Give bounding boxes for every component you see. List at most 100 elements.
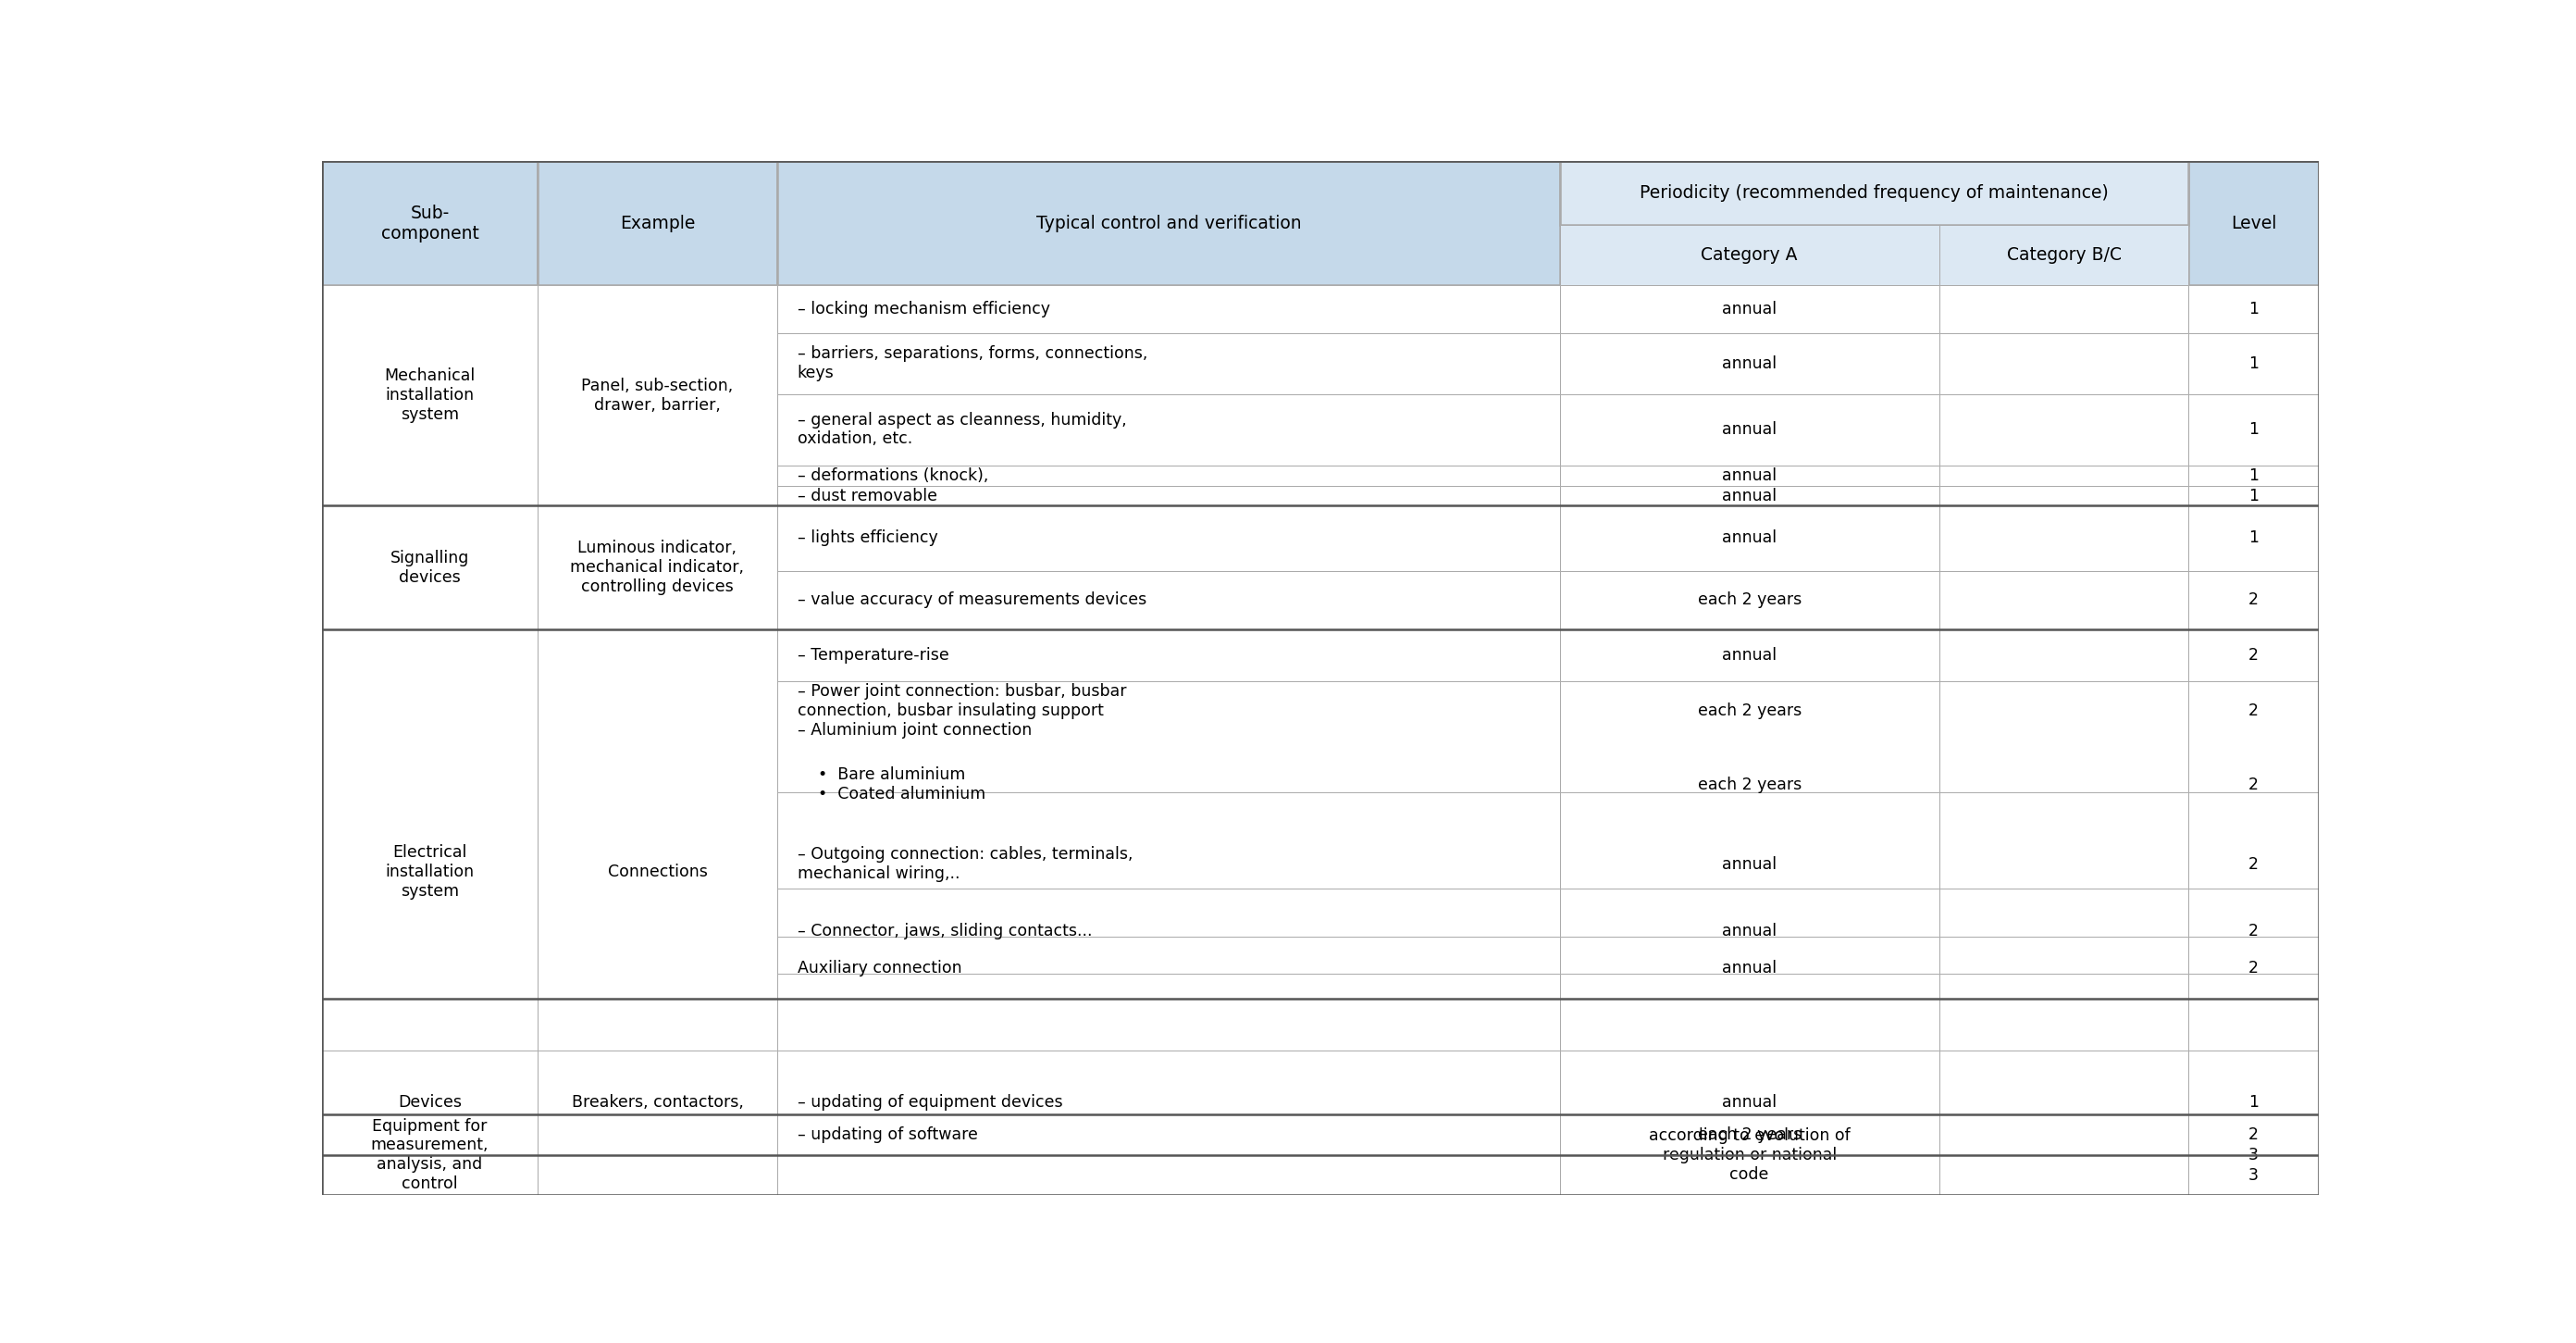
Text: 1: 1 — [2249, 422, 2259, 438]
Bar — [1940, 393, 2190, 465]
Bar — [2190, 974, 2318, 1050]
Text: 2: 2 — [2249, 776, 2259, 794]
Bar — [322, 1050, 538, 1155]
Bar — [322, 630, 538, 1115]
Bar — [1940, 937, 2190, 999]
Bar — [2190, 333, 2318, 393]
Text: annual: annual — [1723, 467, 1777, 483]
Text: each 2 years: each 2 years — [1698, 702, 1801, 719]
Bar — [1561, 393, 1940, 465]
Bar — [1561, 681, 1940, 888]
Text: Level: Level — [2231, 215, 2277, 232]
Text: – Power joint connection: busbar, busbar
connection, busbar insulating support
–: – Power joint connection: busbar, busbar… — [796, 684, 1126, 739]
Bar — [778, 630, 1561, 792]
Bar — [1561, 792, 1940, 937]
Text: Mechanical
installation
system: Mechanical installation system — [384, 368, 474, 423]
Bar — [778, 999, 1561, 1115]
Text: Signalling
devices: Signalling devices — [392, 549, 469, 586]
Text: 2: 2 — [2249, 702, 2259, 719]
Bar — [778, 1050, 1561, 1155]
Bar — [1561, 1050, 1940, 1155]
Bar — [538, 630, 778, 1115]
Bar — [2190, 393, 2318, 465]
Text: 1: 1 — [2249, 355, 2259, 372]
Text: Devices: Devices — [397, 1095, 461, 1111]
Bar — [778, 630, 1561, 681]
Text: 2: 2 — [2249, 1127, 2259, 1143]
Text: – Connector, jaws, sliding contacts...: – Connector, jaws, sliding contacts... — [796, 923, 1092, 939]
Text: annual: annual — [1723, 959, 1777, 976]
Bar — [778, 285, 1561, 333]
Bar — [2190, 630, 2318, 681]
Bar — [538, 161, 778, 285]
Text: 2: 2 — [2249, 959, 2259, 976]
Bar — [2190, 1155, 2318, 1195]
Bar — [2190, 630, 2318, 792]
Text: 3: 3 — [2249, 1147, 2259, 1163]
Bar — [1940, 1115, 2190, 1195]
Text: annual: annual — [1723, 301, 1777, 317]
Bar — [1940, 333, 2190, 393]
Text: annual: annual — [1723, 355, 1777, 372]
Text: 3: 3 — [2249, 1167, 2259, 1183]
Bar — [778, 1115, 1561, 1155]
Bar — [2190, 161, 2318, 285]
Bar — [1561, 505, 1940, 571]
Text: each 2 years: each 2 years — [1698, 1127, 1801, 1143]
Text: 2: 2 — [2249, 855, 2259, 873]
Text: annual: annual — [1723, 529, 1777, 547]
Text: Luminous indicator,
mechanical indicator,
controlling devices: Luminous indicator, mechanical indicator… — [569, 540, 744, 595]
Text: – dust removable: – dust removable — [796, 488, 938, 504]
Bar — [1940, 1155, 2190, 1195]
Text: – value accuracy of measurements devices: – value accuracy of measurements devices — [796, 592, 1146, 608]
Text: 2: 2 — [2249, 923, 2259, 939]
Text: Auxiliary connection: Auxiliary connection — [796, 959, 961, 976]
Bar — [1940, 465, 2190, 486]
Text: according to evolution of
regulation or national
code: according to evolution of regulation or … — [1649, 1127, 1850, 1183]
Text: annual: annual — [1723, 1095, 1777, 1111]
Text: – deformations (knock),: – deformations (knock), — [796, 467, 989, 483]
Bar — [778, 888, 1561, 974]
Bar — [2190, 571, 2318, 630]
Bar — [1561, 630, 1940, 792]
Bar — [1940, 285, 2190, 333]
Text: – updating of equipment devices: – updating of equipment devices — [796, 1095, 1061, 1111]
Bar — [538, 1050, 778, 1155]
Text: Breakers, contactors,: Breakers, contactors, — [572, 1095, 744, 1111]
Bar — [1561, 937, 1940, 999]
Text: Sub-
component: Sub- component — [381, 204, 479, 242]
Bar — [2190, 1115, 2318, 1195]
Bar — [538, 285, 778, 505]
Text: Category A: Category A — [1700, 247, 1798, 265]
Text: annual: annual — [1723, 488, 1777, 504]
Bar — [1561, 630, 1940, 681]
Bar — [1940, 1050, 2190, 1155]
Bar — [322, 1115, 538, 1195]
Text: – locking mechanism efficiency: – locking mechanism efficiency — [796, 301, 1051, 317]
Bar — [1561, 161, 2190, 226]
Bar — [778, 333, 1561, 393]
Bar — [1561, 571, 1940, 630]
Bar — [778, 792, 1561, 937]
Bar — [322, 285, 538, 505]
Bar — [778, 1155, 1561, 1195]
Bar — [1561, 486, 1940, 505]
Bar — [1561, 1115, 1940, 1155]
Bar — [2190, 465, 2318, 486]
Text: – Outgoing connection: cables, terminals,
mechanical wiring,..: – Outgoing connection: cables, terminals… — [796, 846, 1133, 882]
Bar — [1940, 792, 2190, 937]
Bar — [1940, 486, 2190, 505]
Bar — [778, 393, 1561, 465]
Bar — [1561, 888, 1940, 974]
Bar — [1940, 630, 2190, 681]
Text: 1: 1 — [2249, 488, 2259, 504]
Bar — [778, 1115, 1561, 1195]
Bar — [2190, 999, 2318, 1115]
Text: 2: 2 — [2249, 592, 2259, 608]
Text: Periodicity (recommended frequency of maintenance): Periodicity (recommended frequency of ma… — [1641, 184, 2110, 201]
Text: Connections: Connections — [608, 864, 708, 881]
Bar — [1561, 999, 1940, 1115]
Text: Category B/C: Category B/C — [2007, 247, 2120, 265]
Bar — [778, 486, 1561, 505]
Text: annual: annual — [1723, 647, 1777, 663]
